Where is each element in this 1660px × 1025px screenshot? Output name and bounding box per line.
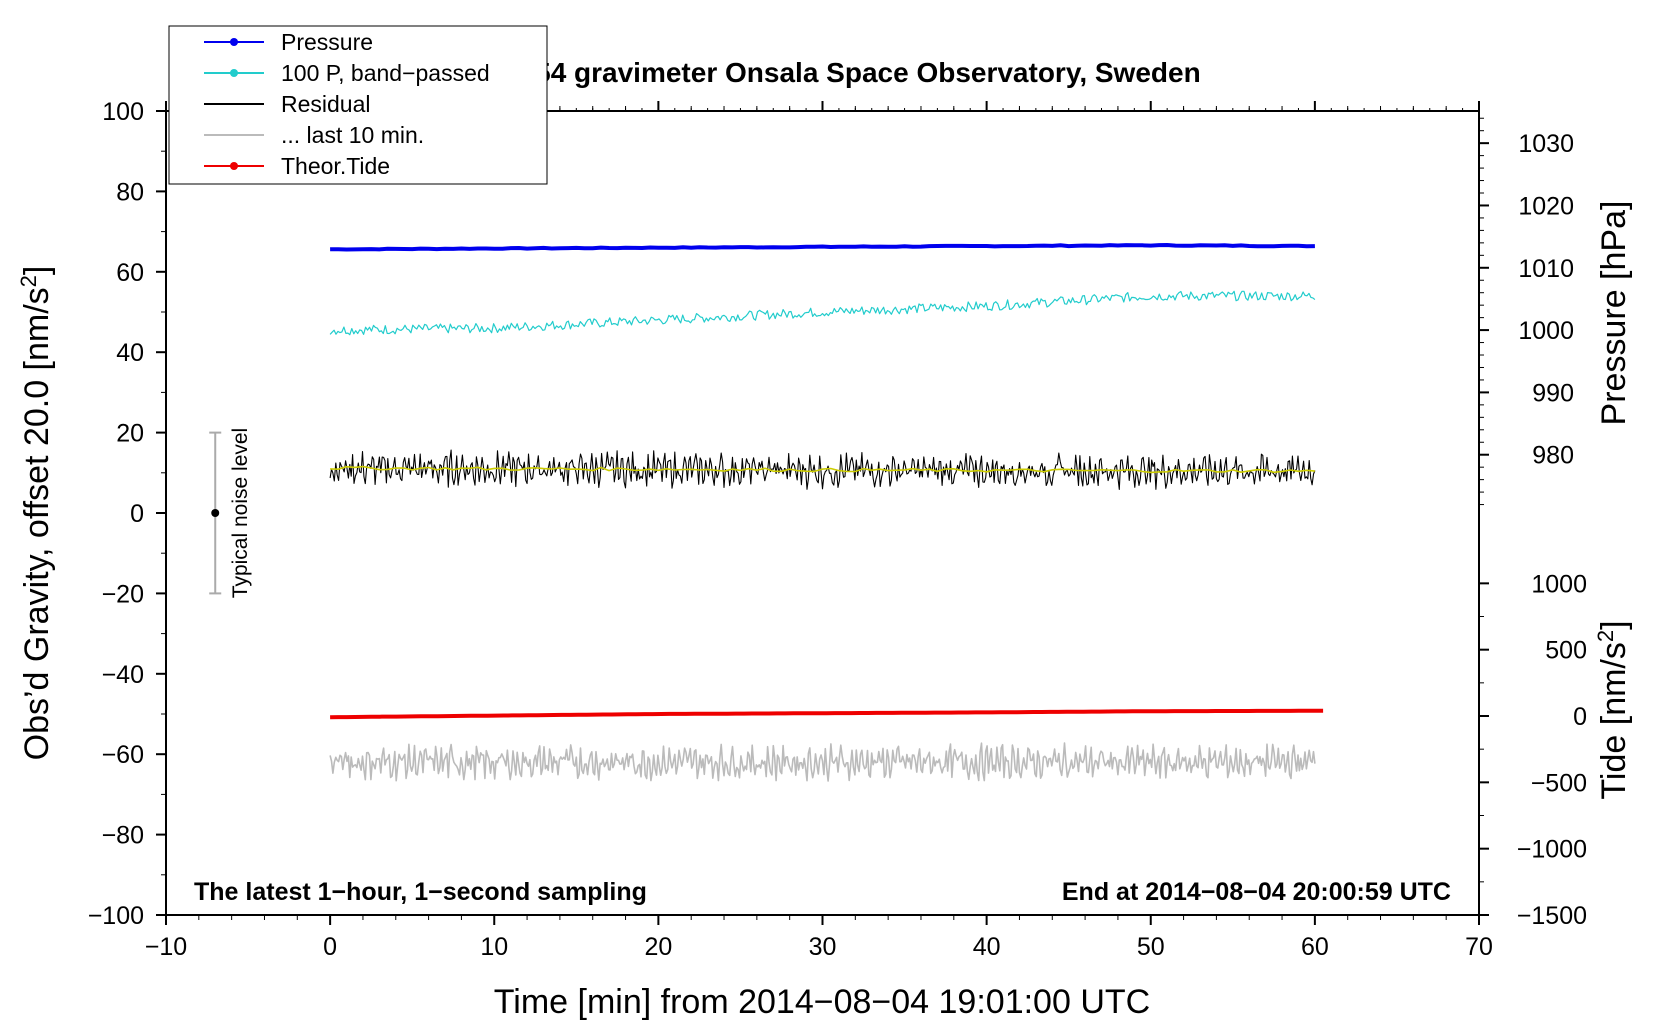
pressure-tick-label: 1000 [1518, 317, 1574, 345]
y-tick-label: 100 [102, 98, 144, 126]
tide-tick-label: −1500 [1517, 902, 1587, 930]
x-tick-label: −10 [145, 933, 187, 961]
y-tick-label: 0 [130, 500, 144, 528]
pressure-tick-label: 990 [1532, 379, 1574, 407]
legend-marker [230, 69, 238, 77]
x-tick-label: 40 [973, 933, 1001, 961]
x-tick-label: 10 [480, 933, 508, 961]
y-axis-ticks: 100 80 60 40 20 0 −20 −40 −60 −80 −100 [88, 98, 166, 930]
x-tick-label: 60 [1301, 933, 1329, 961]
legend-marker [230, 162, 238, 170]
series-100-p-band-passed [329, 290, 1316, 336]
y-tick-label: −60 [102, 741, 144, 769]
legend-label: Pressure [281, 29, 373, 55]
series-layer [329, 243, 1324, 782]
y-axis-label-superscript: 2 [16, 275, 41, 287]
y-tick-label: 20 [116, 420, 144, 448]
tide-axis-label-close: ] [1595, 620, 1633, 629]
legend: Pressure 100 P, band−passed Residual ... la… [168, 25, 548, 185]
noise-bar-label: Typical noise level [229, 428, 252, 598]
series-pressure [330, 243, 1315, 252]
legend-label: 100 P, band−passed [281, 60, 490, 86]
y-axis-label-text: Obs’d Gravity, offset 20.0 [nm/s [18, 287, 56, 760]
annotation-end-time: End at 2014−08−04 20:00:59 UTC [1062, 878, 1451, 906]
series-theor-tide [330, 708, 1324, 720]
legend-marker [230, 38, 238, 46]
series-residual [329, 449, 1316, 490]
tide-axis-ticks: 1000 500 0 −500 −1000 −1500 [1479, 570, 1587, 930]
tide-tick-label: −1000 [1517, 836, 1587, 864]
y-axis-label-left: Obs’d Gravity, offset 20.0 [nm/s2] [16, 266, 57, 761]
x-tick-label: 30 [809, 933, 837, 961]
pressure-tick-label: 980 [1532, 442, 1574, 470]
pressure-tick-label: 1020 [1518, 192, 1574, 220]
y-tick-label: −80 [102, 822, 144, 850]
pressure-axis-ticks: 1030 1020 1010 1000 990 980 [1479, 117, 1574, 506]
legend-items: Pressure 100 P, band−passed Residual ... la… [204, 29, 490, 179]
tide-tick-label: −500 [1531, 769, 1587, 797]
y-tick-label: 40 [116, 339, 144, 367]
tide-tick-label: 1000 [1531, 570, 1587, 598]
tide-axis-label-superscript: 2 [1593, 630, 1618, 642]
plot-frame [165, 110, 1480, 916]
tide-tick-label: 500 [1545, 637, 1587, 665]
x-axis-label: Time [min] from 2014−08−04 19:01:00 UTC [494, 983, 1150, 1020]
x-tick-label: 70 [1465, 933, 1493, 961]
y-axis-label-close: ] [18, 266, 56, 275]
y-tick-label: −20 [102, 580, 144, 608]
noise-level-bar: Typical noise level [209, 428, 252, 598]
y-tick-label: 80 [116, 178, 144, 206]
chart-title: SCG_054 gravimeter Onsala Space Observat… [443, 57, 1200, 88]
series-residual-filtered-offset- [329, 742, 1316, 782]
y-tick-label: −40 [102, 661, 144, 689]
x-tick-label: 0 [323, 933, 337, 961]
tide-axis-label-text: Tide [nm/s [1595, 642, 1633, 799]
x-tick-label: 50 [1137, 933, 1165, 961]
noise-bar-center-dot [211, 509, 220, 517]
pressure-tick-label: 1030 [1518, 130, 1574, 158]
x-axis-ticks: −10 0 10 20 30 40 50 60 70 [145, 101, 1493, 961]
tide-tick-label: 0 [1573, 703, 1587, 731]
annotation-sampling: The latest 1−hour, 1−second sampling [194, 878, 647, 906]
pressure-axis-label: Pressure [hPa] [1595, 201, 1633, 426]
tide-axis-label: Tide [nm/s2] [1593, 620, 1634, 799]
legend-label: Theor.Tide [281, 153, 390, 179]
y-tick-label: 60 [116, 259, 144, 287]
pressure-tick-label: 1010 [1518, 255, 1574, 283]
series--last-10-min- [330, 465, 1315, 474]
x-tick-label: 20 [644, 933, 672, 961]
legend-label: ... last 10 min. [281, 122, 424, 148]
legend-label: Residual [281, 91, 371, 117]
y-tick-label: −100 [88, 902, 144, 930]
